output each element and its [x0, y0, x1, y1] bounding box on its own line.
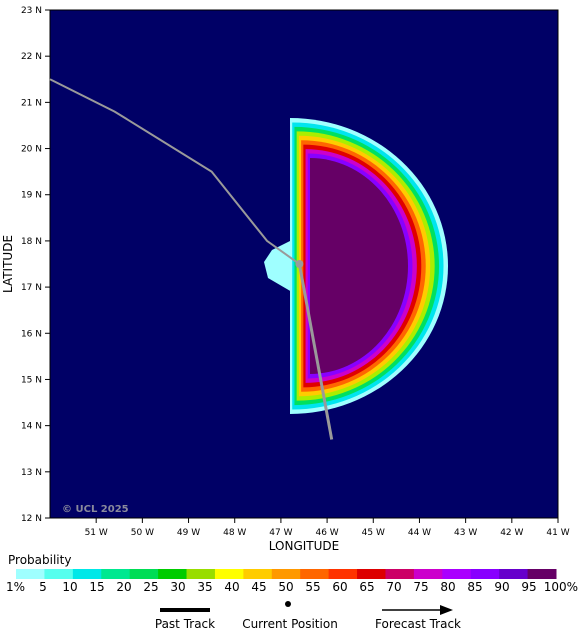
legend-scale-label: 20 — [116, 580, 131, 594]
legend-scale-label: 75 — [413, 580, 428, 594]
lat-tick-label: 18 N — [21, 237, 42, 247]
probability-legend: Probability 1% 5 10 15 20 25 30 35 40 45 50 55 60 65 7… — [6, 553, 578, 594]
y-axis-title: LATITUDE — [1, 235, 15, 293]
lat-tick-label: 17 N — [21, 283, 42, 293]
lon-tick-label: 42 W — [500, 528, 523, 538]
legend-swatch — [129, 569, 159, 579]
forecast-track-line — [297, 263, 334, 440]
legend-scale-label: 10 — [62, 580, 77, 594]
legend-scale-label: 35 — [197, 580, 212, 594]
legend-swatch — [158, 569, 188, 579]
lon-tick-label: 50 W — [131, 528, 154, 538]
legend-swatch — [72, 569, 102, 579]
lon-tick-label: 41 W — [546, 528, 569, 538]
lon-tick-label: 44 W — [408, 528, 431, 538]
lon-tick-label: 46 W — [315, 528, 338, 538]
lat-tick-label: 16 N — [21, 329, 42, 339]
lat-tick-label: 22 N — [21, 52, 42, 62]
forecast-arrow-icon — [440, 605, 453, 615]
legend-swatch — [16, 569, 45, 579]
legend-scale-label: 5 — [39, 580, 47, 594]
legend-swatch — [328, 569, 358, 579]
lon-tick-label: 48 W — [223, 528, 246, 538]
legend-scale-label: 70 — [386, 580, 401, 594]
lat-tick-label: 13 N — [21, 468, 42, 478]
legend-scale-label: 40 — [224, 580, 239, 594]
legend-swatch — [385, 569, 415, 579]
map-plot-area: © UCL 2025 — [49, 9, 559, 519]
forecast-track-key-label: Forecast Track — [375, 617, 461, 631]
legend-swatch — [44, 569, 74, 579]
legend-swatch — [499, 569, 529, 579]
legend-scale-labels: 1% 5 10 15 20 25 30 35 40 45 50 55 60 65 70 75 80 85 90 95 1… — [6, 580, 578, 594]
legend-swatch — [101, 569, 131, 579]
legend-swatch — [527, 569, 557, 579]
copyright-credit: © UCL 2025 — [62, 504, 129, 515]
lat-tick-label: 20 N — [21, 145, 42, 155]
legend-swatch — [243, 569, 273, 579]
current-position-key-label: Current Position — [242, 617, 338, 631]
legend-scale-label: 85 — [467, 580, 482, 594]
legend-swatch — [470, 569, 500, 579]
current-position-marker — [295, 260, 304, 268]
legend-scale-label: 1% — [6, 580, 25, 594]
legend-swatch — [442, 569, 472, 579]
lon-tick-label: 51 W — [85, 528, 108, 538]
legend-scale-label: 100% — [544, 580, 578, 594]
legend-scale-label: 65 — [359, 580, 374, 594]
latitude-ticks: 12 N 13 N 14 N 15 N 16 N 17 N 18 N 19 N 20 N 21 N… — [21, 6, 50, 524]
legend-scale-label: 25 — [143, 580, 158, 594]
legend-color-bar — [16, 569, 557, 579]
legend-swatch — [214, 569, 244, 579]
past-track-line — [49, 78, 300, 265]
legend-scale-label: 55 — [305, 580, 320, 594]
track-layer — [49, 78, 334, 440]
legend-scale-label: 50 — [278, 580, 293, 594]
lon-tick-label: 49 W — [177, 528, 200, 538]
legend-scale-label: 30 — [170, 580, 185, 594]
probability-region — [264, 118, 448, 414]
legend-scale-label: 95 — [521, 580, 536, 594]
legend-scale-label: 45 — [251, 580, 266, 594]
lat-tick-label: 21 N — [21, 98, 42, 108]
longitude-ticks: 51 W 50 W 49 W 48 W 47 W 46 W 45 W 44 W 43 W 42 W… — [85, 518, 570, 538]
legend-scale-label: 60 — [332, 580, 347, 594]
legend-swatch — [357, 569, 386, 579]
lon-tick-label: 45 W — [362, 528, 385, 538]
lon-tick-label: 47 W — [269, 528, 292, 538]
legend-swatch — [413, 569, 443, 579]
legend-scale-label: 90 — [494, 580, 509, 594]
lat-tick-label: 14 N — [21, 422, 42, 432]
x-axis-title: LONGITUDE — [269, 539, 339, 553]
probability-band-95 — [310, 158, 408, 374]
track-key: Past Track Current Position Forecast Tra… — [155, 601, 461, 631]
past-track-key-label: Past Track — [155, 617, 215, 631]
legend-swatch — [300, 569, 330, 579]
legend-swatch — [271, 569, 301, 579]
lat-tick-label: 23 N — [21, 6, 42, 16]
legend-scale-label: 15 — [89, 580, 104, 594]
legend-swatch — [186, 569, 216, 579]
current-position-key-dot — [285, 601, 291, 607]
lat-tick-label: 19 N — [21, 191, 42, 201]
lat-tick-label: 15 N — [21, 375, 42, 385]
lat-tick-label: 12 N — [21, 514, 42, 524]
legend-title: Probability — [8, 553, 71, 567]
lon-tick-label: 43 W — [454, 528, 477, 538]
legend-scale-label: 80 — [440, 580, 455, 594]
